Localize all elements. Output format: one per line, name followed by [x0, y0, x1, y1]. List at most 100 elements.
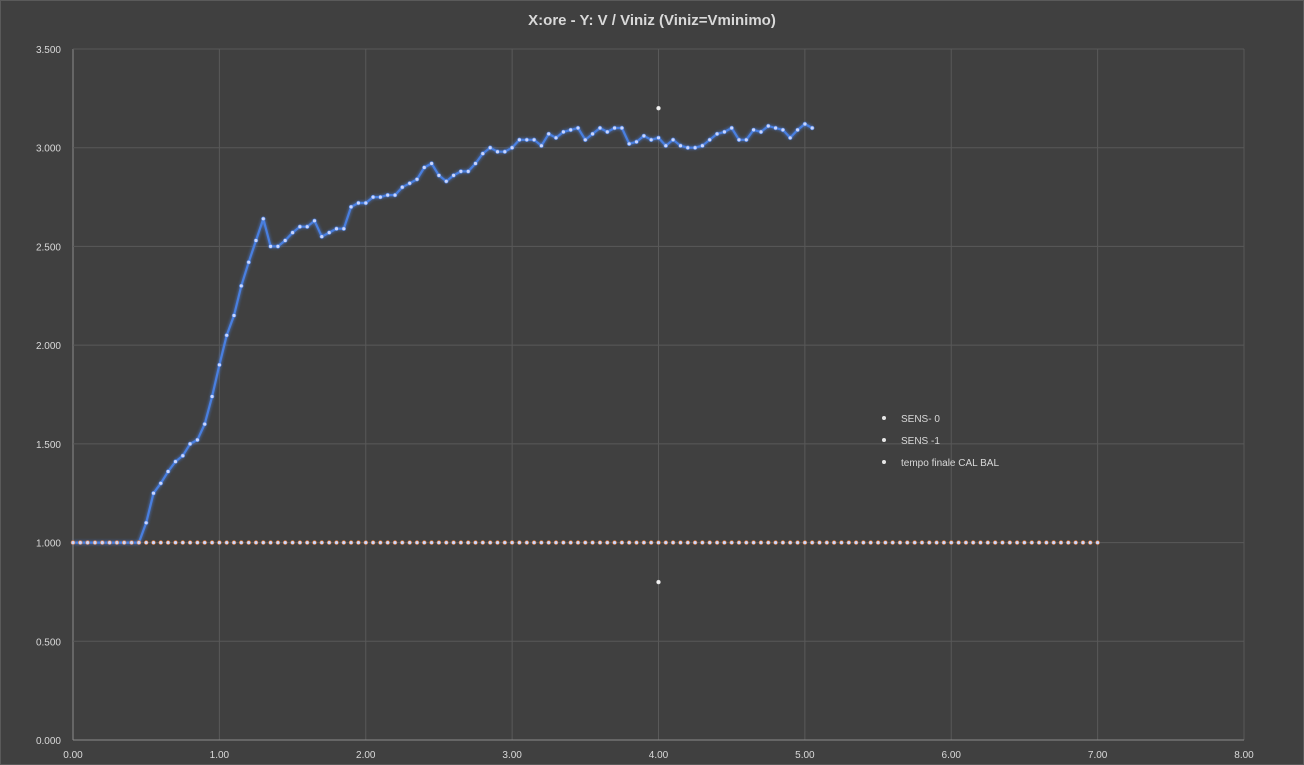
data-point [1073, 540, 1078, 545]
data-point [429, 540, 434, 545]
data-point [305, 540, 310, 545]
data-point [319, 540, 324, 545]
data-point [246, 540, 251, 545]
data-point [802, 121, 808, 127]
data-point [868, 540, 873, 545]
data-point [780, 540, 786, 545]
data-point [151, 491, 156, 496]
data-point [429, 161, 434, 166]
data-point [495, 149, 500, 154]
data-point [407, 181, 412, 186]
x-tick-label: 3.00 [502, 750, 522, 761]
data-point [392, 192, 398, 198]
data-point [283, 540, 288, 545]
data-point [912, 540, 917, 545]
data-point [217, 362, 222, 368]
data-point [239, 540, 244, 545]
data-point [466, 540, 471, 545]
data-point [217, 540, 222, 545]
x-tick-label: 2.00 [356, 750, 376, 761]
data-point [151, 540, 156, 545]
data-point [619, 125, 625, 131]
data-point [144, 540, 149, 545]
data-point [297, 224, 303, 229]
data-point [875, 540, 881, 545]
x-tick-label: 1.00 [210, 750, 230, 761]
data-point [180, 453, 186, 458]
data-point [268, 244, 273, 249]
y-tick-label: 0.500 [36, 637, 61, 648]
data-point [466, 169, 471, 174]
data-point [605, 540, 610, 545]
data-point [1080, 540, 1086, 545]
series-0 [70, 121, 815, 545]
data-point [546, 540, 551, 545]
data-point [575, 540, 581, 545]
data-point [422, 540, 427, 545]
data-point [165, 540, 171, 545]
legend-label: tempo finale CAL BAL [901, 458, 999, 469]
legend-item: SENS -1 [872, 436, 940, 447]
data-point [634, 139, 639, 145]
x-tick-label: 0.00 [63, 750, 83, 761]
data-point [919, 540, 925, 545]
data-point [1022, 540, 1027, 545]
data-point [853, 540, 859, 545]
data-point [378, 540, 383, 545]
data-point [1036, 540, 1042, 545]
data-point [334, 226, 339, 231]
data-point [568, 540, 573, 545]
data-point [714, 540, 720, 545]
data-point [275, 244, 281, 249]
data-point [509, 540, 515, 545]
x-tick-label: 7.00 [1088, 750, 1108, 761]
y-tick-label: 1.500 [36, 440, 61, 451]
data-point [165, 469, 171, 474]
data-point [92, 540, 98, 545]
data-point [436, 540, 442, 545]
data-point [612, 540, 617, 545]
data-point [121, 540, 127, 545]
data-point [524, 540, 529, 545]
data-point [385, 192, 390, 198]
data-point [963, 540, 969, 545]
data-point [187, 441, 193, 447]
data-point [1066, 540, 1071, 545]
data-point [839, 540, 844, 545]
data-point [224, 333, 229, 338]
data-point [787, 540, 793, 545]
data-point [458, 169, 464, 174]
data-point [480, 151, 485, 156]
data-point [458, 540, 464, 545]
data-point [283, 238, 288, 243]
data-point [195, 437, 200, 443]
data-point [261, 216, 266, 222]
data-point [553, 540, 559, 545]
legend: SENS- 0 SENS -1 tempo finale CAL BAL [872, 414, 999, 469]
data-point [356, 200, 361, 206]
data-point [736, 137, 742, 143]
data-point [392, 540, 398, 545]
data-point [407, 540, 412, 545]
data-point [370, 194, 376, 200]
data-point [268, 540, 273, 545]
data-point [400, 185, 405, 190]
y-tick-label: 0.000 [36, 736, 61, 747]
data-point [590, 131, 595, 137]
data-point [597, 540, 603, 545]
data-point [744, 137, 749, 143]
data-point [246, 260, 251, 265]
data-point [780, 127, 786, 133]
data-point [626, 540, 632, 545]
data-point [209, 540, 215, 545]
data-point [992, 540, 998, 545]
data-point [312, 540, 317, 545]
data-point [348, 204, 354, 210]
legend-marker [882, 416, 886, 420]
x-tick-label: 6.00 [942, 750, 962, 761]
data-point [502, 540, 507, 545]
data-point [795, 127, 800, 133]
data-point [158, 540, 164, 545]
data-point [129, 540, 134, 545]
data-point [414, 177, 420, 182]
